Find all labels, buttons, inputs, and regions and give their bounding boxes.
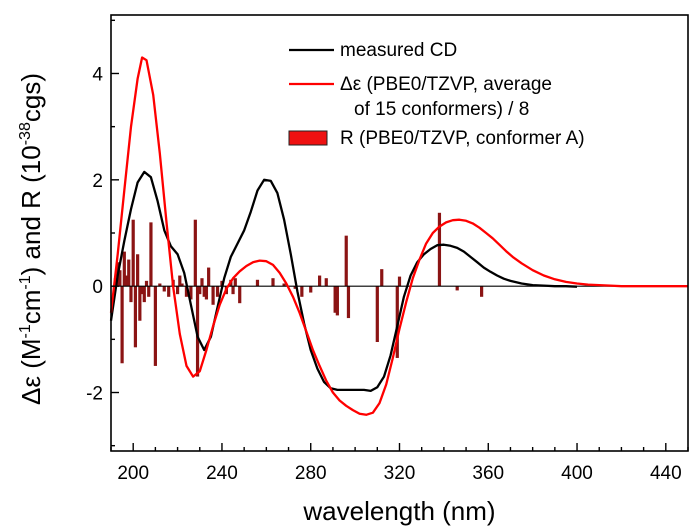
r-stick-bar [344,235,348,287]
y-title-part-4: cgs) [16,73,46,122]
r-stick-bar [198,286,202,295]
r-stick-bar [193,219,197,287]
y-tick-label: 0 [92,277,103,298]
r-stick-bar [144,280,149,287]
r-stick-bar [380,269,384,287]
r-stick-bar [346,286,351,319]
r-stick-bar [202,286,206,297]
r-stick-bar [120,286,124,364]
y-title-part-3: ) and R (10 [16,145,46,275]
r-stick-bar [162,286,166,292]
y-tick-label: 4 [92,64,103,85]
r-stick-bar [324,278,328,287]
calculated-delta-epsilon-line [109,56,688,416]
r-stick-bar [437,212,442,287]
r-stick-bar [282,283,286,287]
r-stick-bar [309,286,313,293]
legend-label-measured: measured CD [340,40,457,61]
r-stick-bar [480,286,484,297]
r-stick-bar [129,286,133,303]
r-stick-bar [138,286,142,321]
r-stick-bar [207,267,211,287]
r-stick-bar [180,283,184,287]
y-tick-label: 2 [92,171,103,192]
r-stick-bar [397,276,402,287]
r-stick-bar [333,286,337,313]
legend-label-calculated: Δε (PBE0/TZVP, average [340,74,552,95]
y-title-part-2: cm [16,290,46,325]
y-title-part-1: Δε (M [16,338,46,405]
r-stick-bar [200,278,204,287]
r-stick-bar [127,259,131,287]
r-stick-bar [184,286,189,297]
legend: measured CD Δε (PBE0/TZVP, average of 15… [288,40,585,149]
r-stick-bar [375,286,379,342]
y-title-sup-1: -1 [17,324,34,338]
x-tick-label: 240 [206,463,238,484]
x-tick-label: 360 [472,463,504,484]
r-stick-bar [124,275,129,287]
r-stick-bar [238,286,242,304]
r-stick-bar [118,270,122,287]
r-stick-bar [140,286,144,295]
r-stick-bar [189,286,193,300]
r-stick-bar [300,286,304,297]
x-axis-title: wavelength (nm) [302,496,495,526]
r-stick-bar [133,286,138,348]
r-stick-bar [175,286,180,295]
r-stick-bar [271,278,275,287]
r-stick-bar [147,286,151,297]
r-stick-bar [153,286,157,366]
r-stick-bar [318,275,322,287]
r-stick-bar [167,286,171,297]
legend-swatch-rotatory [288,130,328,146]
r-stick-bar [211,286,215,305]
r-stick-bar [178,275,182,287]
r-stick-bar [122,251,126,287]
y-axis-title: Δε (M-1cm-1) and R (10-38cgs) [16,73,46,405]
r-stick-bar [204,286,209,300]
r-stick-bar [455,286,459,291]
x-tick-label: 320 [384,463,416,484]
r-stick-bar [255,279,260,287]
r-stick-bar [142,286,146,303]
y-title-sup-3: -38 [17,122,34,145]
legend-label-calculated-line2: of 15 conformers) / 8 [354,99,529,120]
r-stick-bar [158,283,162,287]
r-stick-bar [231,286,235,295]
r-stick-bar [136,254,140,287]
r-stick-bar [293,286,297,289]
x-tick-label: 440 [650,463,682,484]
x-tick-label: 200 [117,463,149,484]
y-title-sup-2: -1 [17,275,34,289]
x-tick-label: 280 [295,463,327,484]
y-tick-label: -2 [86,384,103,405]
legend-label-rotatory: R (PBE0/TZVP, conformer A) [340,128,585,149]
x-tick-label: 400 [561,463,593,484]
r-stick-bar [335,286,339,316]
axis-ticks: 200 240 280 320 360 400 440 -2 0 2 4 [86,19,689,484]
r-stick-bar [149,222,153,287]
r-stick-bar [215,286,220,297]
line-series-group [109,56,688,416]
r-stick-bar [131,219,135,287]
r-stick-bar [233,278,237,287]
